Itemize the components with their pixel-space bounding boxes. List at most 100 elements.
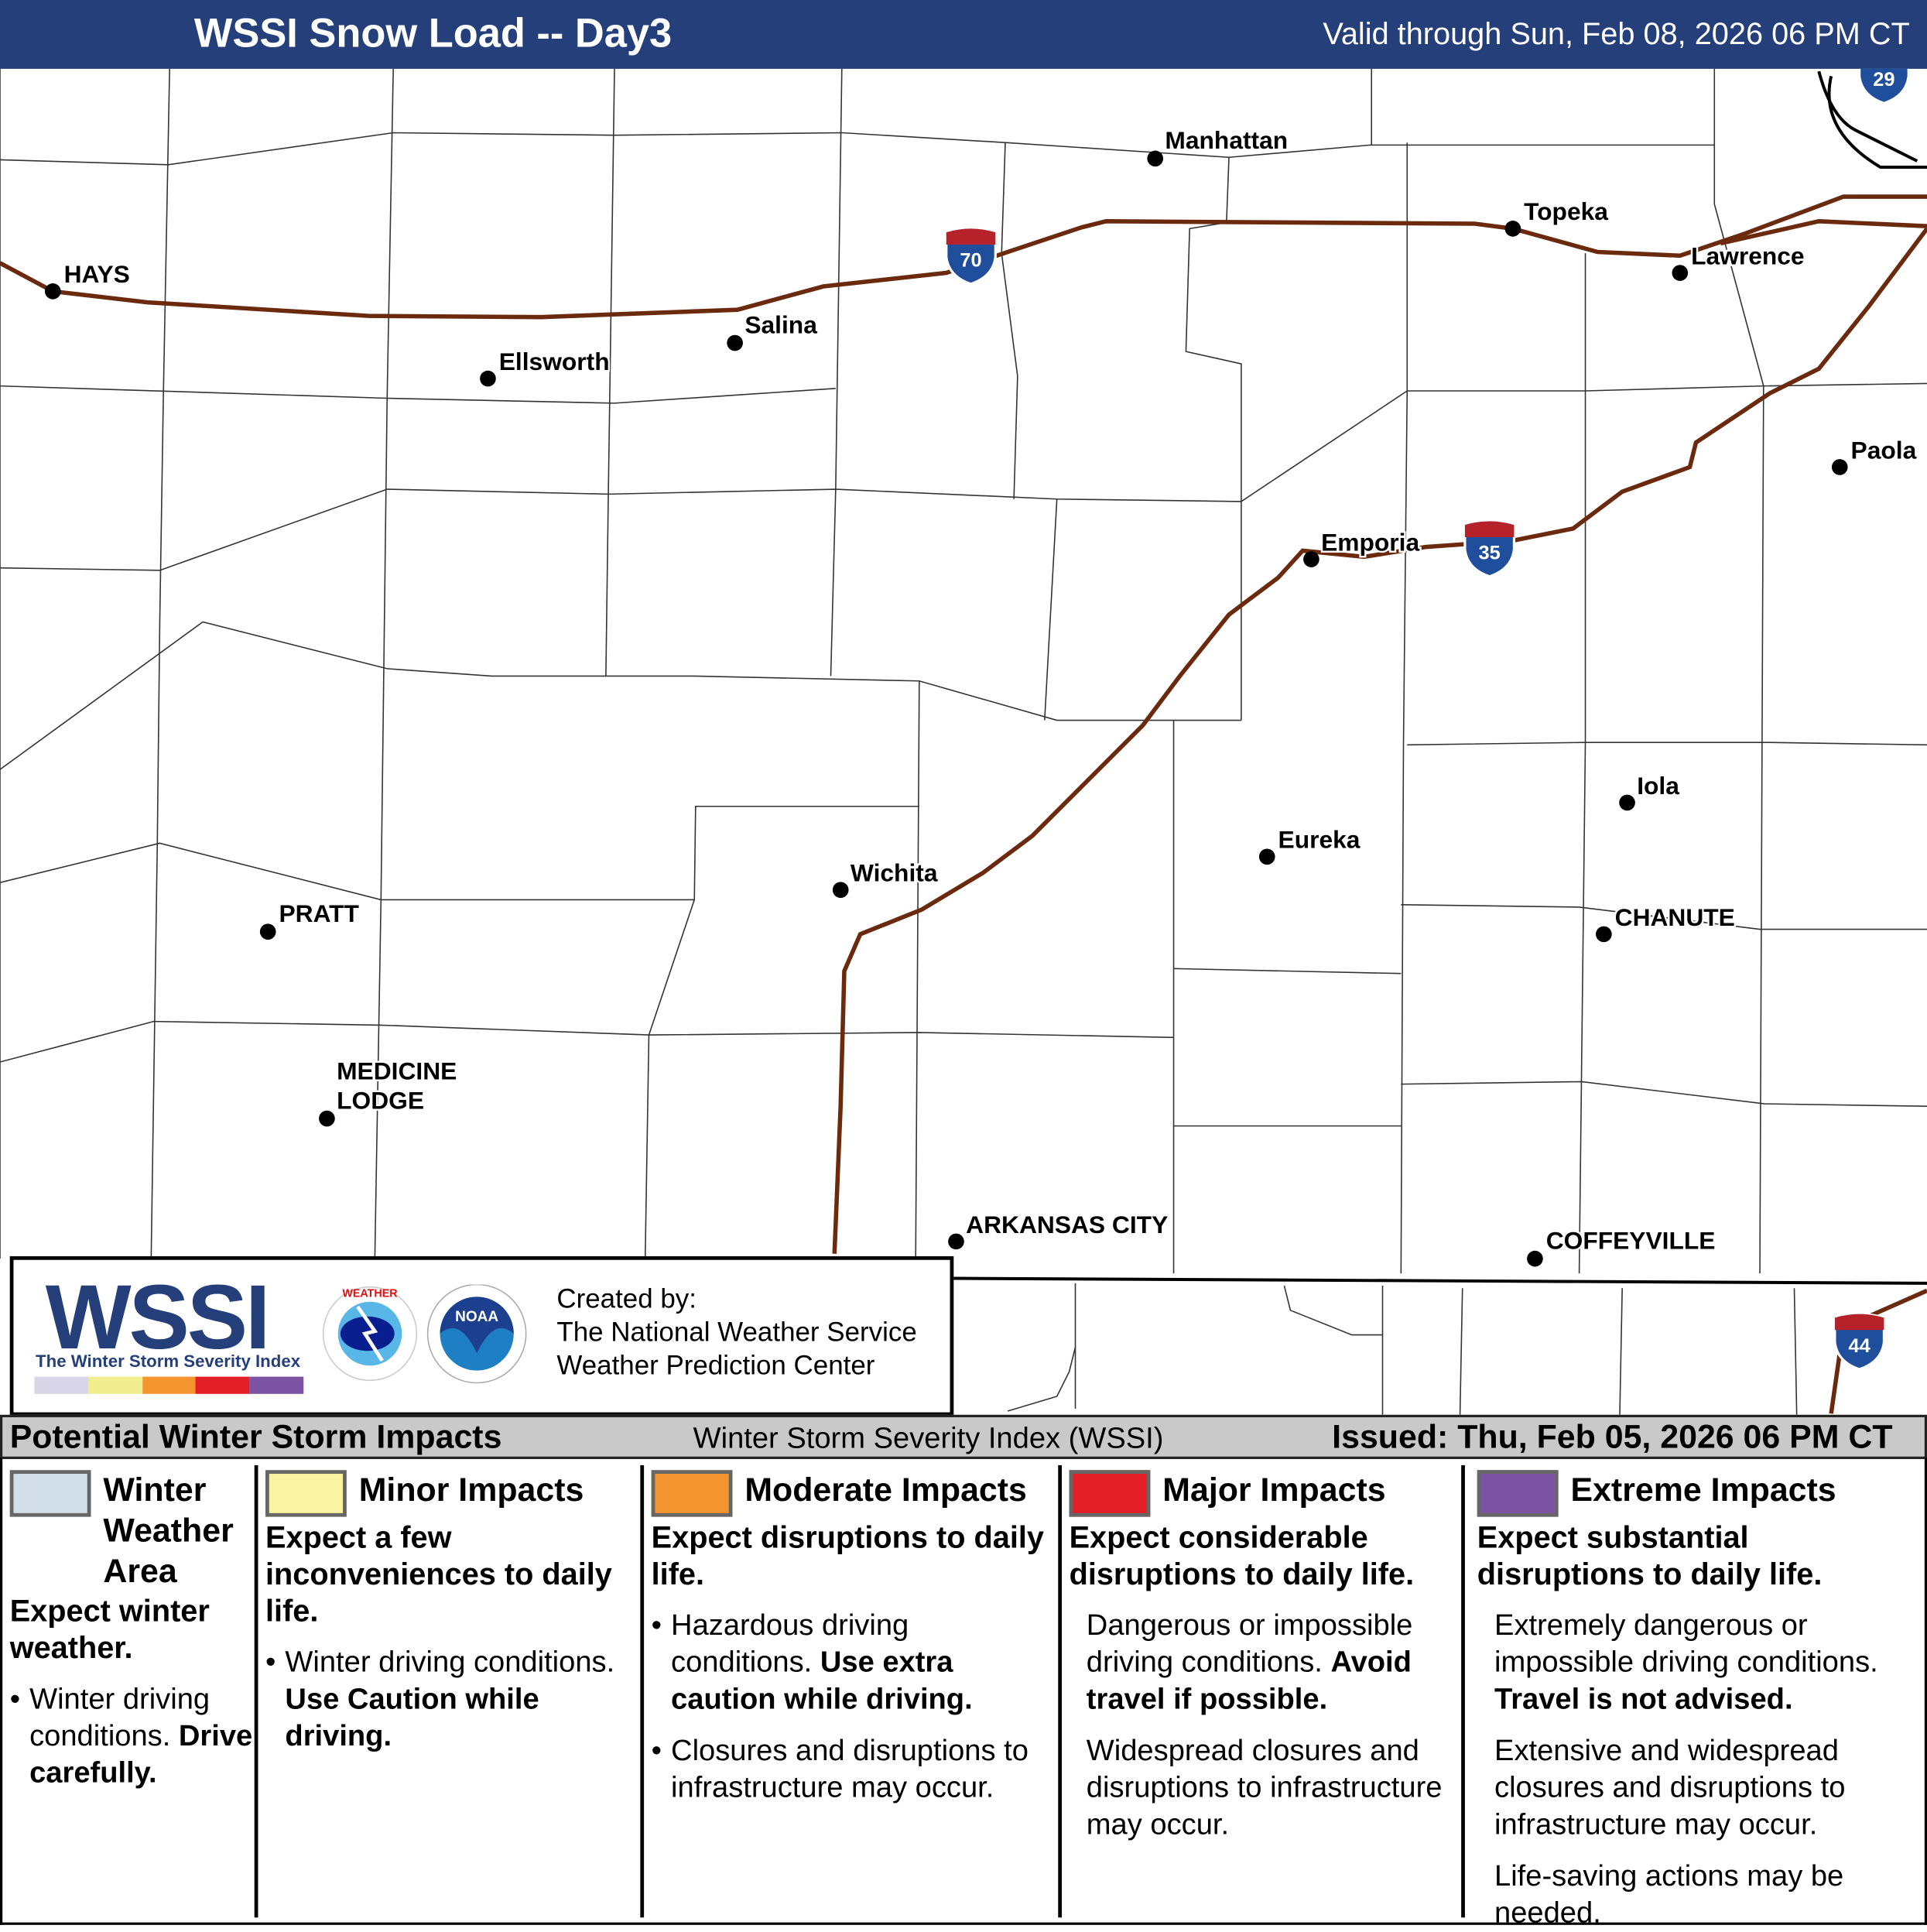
city-label: Eureka xyxy=(1278,826,1361,854)
legend-swatch xyxy=(1069,1470,1151,1517)
county-line xyxy=(0,132,1715,166)
interstate-shield-29: 29 xyxy=(1858,68,1910,105)
interstate-shield-70: 70 xyxy=(945,227,997,286)
legend-subtitle: Expect a few inconveniences to daily lif… xyxy=(265,1520,612,1629)
city-marker xyxy=(948,1233,964,1250)
legend-item: Extensive and widespread closures and di… xyxy=(1494,1734,1846,1841)
city-marker xyxy=(1258,848,1275,865)
interstate-route xyxy=(832,227,1927,1254)
legend-divider xyxy=(1461,1464,1465,1918)
valid-through: Valid through Sun, Feb 08, 2026 06 PM CT xyxy=(1323,17,1910,52)
city-marker xyxy=(727,334,743,351)
county-line xyxy=(150,68,170,1259)
header-bar: WSSI Snow Load -- Day3 Valid through Sun… xyxy=(0,0,1927,69)
impact-legend: Winter Weather Area Expect winter weather… xyxy=(0,1458,1927,1930)
color-bar-segment xyxy=(88,1376,142,1394)
city-label: MEDICINE xyxy=(337,1057,457,1084)
cities: HAYS Ellsworth Salina Manhattan Topeka Lawren… xyxy=(44,125,1918,1267)
city-marker xyxy=(319,1110,335,1127)
interstate-shield-35: 35 xyxy=(1463,519,1516,578)
svg-text:70: 70 xyxy=(960,250,981,272)
svg-text:29: 29 xyxy=(1873,69,1894,91)
legend-title: Minor Impacts xyxy=(358,1471,584,1509)
created-by: Created by: The National Weather Service… xyxy=(556,1282,916,1382)
legend-item: Winter driving conditions. Drive careful… xyxy=(10,1681,256,1792)
issued-time: Issued: Thu, Feb 05, 2026 06 PM CT xyxy=(1332,1418,1893,1456)
color-bar-segment xyxy=(249,1376,304,1394)
city-marker xyxy=(1527,1250,1543,1267)
legend-title: Major Impacts xyxy=(1162,1471,1386,1509)
county-line xyxy=(1044,498,1058,721)
county-line xyxy=(0,1020,1174,1063)
city-marker xyxy=(44,283,61,300)
city-marker xyxy=(832,882,849,899)
map: 70 35 29 44 HAYS Ellsworth Salina Manhattan Top… xyxy=(0,68,1927,1415)
county-line xyxy=(1173,968,1402,975)
legend-item: Dangerous or impossible driving conditio… xyxy=(1086,1608,1413,1716)
impacts-heading: Potential Winter Storm Impacts xyxy=(9,1418,502,1456)
interstate-route xyxy=(1720,219,1927,246)
legend-item: Winter driving conditions. Use Caution w… xyxy=(265,1645,639,1756)
city-label: Lawrence xyxy=(1691,242,1804,269)
county-line xyxy=(1713,68,1764,1274)
svg-text:44: 44 xyxy=(1849,1335,1871,1357)
legend-header-bar: Potential Winter Storm Impacts Winter St… xyxy=(0,1414,1927,1459)
color-bar-segment xyxy=(142,1376,197,1394)
legend-divider xyxy=(254,1464,258,1918)
interstate-route xyxy=(0,194,1927,320)
legend-item: Extremely dangerous or impossible drivin… xyxy=(1494,1608,1878,1716)
legend-divider xyxy=(640,1464,645,1918)
legend-item: Life-saving actions may be needed. xyxy=(1494,1859,1844,1930)
city-label: Iola xyxy=(1637,772,1679,800)
city-label: LODGE xyxy=(337,1086,424,1114)
color-bar-segment xyxy=(34,1376,89,1394)
wssi-logo: WSSI xyxy=(45,1266,271,1368)
city-marker xyxy=(1303,551,1319,567)
legend-subtitle: Expect disruptions to daily life. xyxy=(651,1520,1045,1592)
legend-category-extreme-impacts: Extreme Impacts Expect substantial disrup… xyxy=(1477,1458,1922,1930)
city-label: Paola xyxy=(1851,436,1917,464)
state-border xyxy=(951,1276,1927,1285)
interstate-shields: 70 35 29 44 xyxy=(945,68,1910,1371)
county-line xyxy=(374,68,394,1259)
city-marker xyxy=(1831,459,1848,475)
legend-title: Extreme Impacts xyxy=(1570,1471,1836,1509)
legend-category-moderate-impacts: Moderate Impacts Expect disruptions to da… xyxy=(651,1458,1057,1913)
county-line xyxy=(1407,742,1927,746)
legend-swatch xyxy=(265,1470,347,1517)
legend-swatch xyxy=(651,1470,733,1517)
interstate-shield-44: 44 xyxy=(1833,1313,1886,1371)
county-line xyxy=(830,68,843,677)
city-marker xyxy=(1504,221,1521,237)
city-marker xyxy=(1147,150,1164,167)
city-label: Salina xyxy=(744,310,817,338)
river xyxy=(1817,70,1927,169)
wssi-color-bar xyxy=(34,1376,304,1394)
city-label: Wichita xyxy=(851,859,938,887)
legend-subtitle: Expect considerable disruptions to daily… xyxy=(1069,1520,1415,1592)
county-line xyxy=(605,68,615,677)
legend-swatch xyxy=(9,1470,91,1517)
created-by-wpc: Weather Prediction Center xyxy=(556,1349,875,1381)
logo-box: WSSI The Winter Storm Severity Index WEA… xyxy=(9,1255,954,1416)
city-marker xyxy=(259,923,276,940)
svg-text:WEATHER: WEATHER xyxy=(342,1287,398,1300)
county-line xyxy=(1074,1283,1798,1415)
legend-title: Moderate Impacts xyxy=(744,1471,1027,1509)
county-line xyxy=(0,385,836,404)
city-label: COFFEYVILLE xyxy=(1546,1226,1716,1254)
noaa-logo: NOAA xyxy=(426,1284,527,1384)
county-line xyxy=(1578,253,1586,1274)
created-by-label: Created by: xyxy=(556,1283,697,1314)
city-label: HAYS xyxy=(64,260,130,288)
legend-category-major-impacts: Major Impacts Expect considerable disrupt… xyxy=(1069,1458,1460,1913)
legend-divider xyxy=(1058,1464,1063,1918)
county-line xyxy=(0,621,1241,770)
nws-logo: WEATHER xyxy=(322,1286,418,1382)
created-by-nws: The National Weather Service xyxy=(556,1316,917,1348)
city-label: CHANUTE xyxy=(1615,903,1735,931)
city-label: ARKANSAS CITY xyxy=(966,1211,1168,1238)
city-label: Ellsworth xyxy=(499,348,610,375)
city-label: Topeka xyxy=(1524,197,1608,225)
county-line xyxy=(1400,142,1408,1274)
